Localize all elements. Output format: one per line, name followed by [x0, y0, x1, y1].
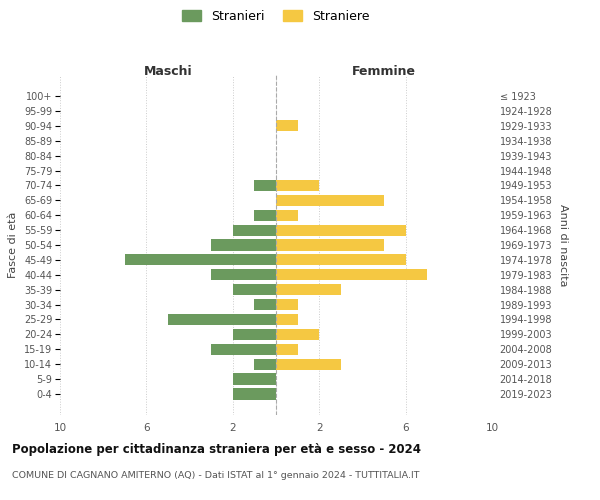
- Bar: [276, 269, 427, 280]
- Bar: [125, 254, 276, 266]
- Y-axis label: Anni di nascita: Anni di nascita: [558, 204, 568, 286]
- Bar: [276, 240, 384, 250]
- Bar: [233, 374, 276, 384]
- Bar: [254, 180, 276, 191]
- Bar: [211, 269, 276, 280]
- Bar: [254, 358, 276, 370]
- Bar: [276, 194, 384, 206]
- Bar: [211, 240, 276, 250]
- Text: COMUNE DI CAGNANO AMITERNO (AQ) - Dati ISTAT al 1° gennaio 2024 - TUTTITALIA.IT: COMUNE DI CAGNANO AMITERNO (AQ) - Dati I…: [12, 471, 419, 480]
- Bar: [254, 299, 276, 310]
- Bar: [211, 344, 276, 355]
- Bar: [233, 224, 276, 235]
- Bar: [276, 120, 298, 132]
- Legend: Stranieri, Straniere: Stranieri, Straniere: [178, 5, 374, 28]
- Bar: [233, 329, 276, 340]
- Bar: [233, 388, 276, 400]
- Bar: [276, 284, 341, 296]
- Bar: [276, 254, 406, 266]
- Bar: [276, 299, 298, 310]
- Bar: [276, 224, 406, 235]
- Y-axis label: Fasce di età: Fasce di età: [8, 212, 19, 278]
- Bar: [276, 344, 298, 355]
- Bar: [254, 210, 276, 221]
- Bar: [276, 329, 319, 340]
- Bar: [276, 358, 341, 370]
- Text: Maschi: Maschi: [143, 65, 193, 78]
- Bar: [276, 210, 298, 221]
- Text: Popolazione per cittadinanza straniera per età e sesso - 2024: Popolazione per cittadinanza straniera p…: [12, 442, 421, 456]
- Text: Femmine: Femmine: [352, 65, 416, 78]
- Bar: [233, 284, 276, 296]
- Bar: [276, 314, 298, 325]
- Bar: [168, 314, 276, 325]
- Bar: [276, 180, 319, 191]
